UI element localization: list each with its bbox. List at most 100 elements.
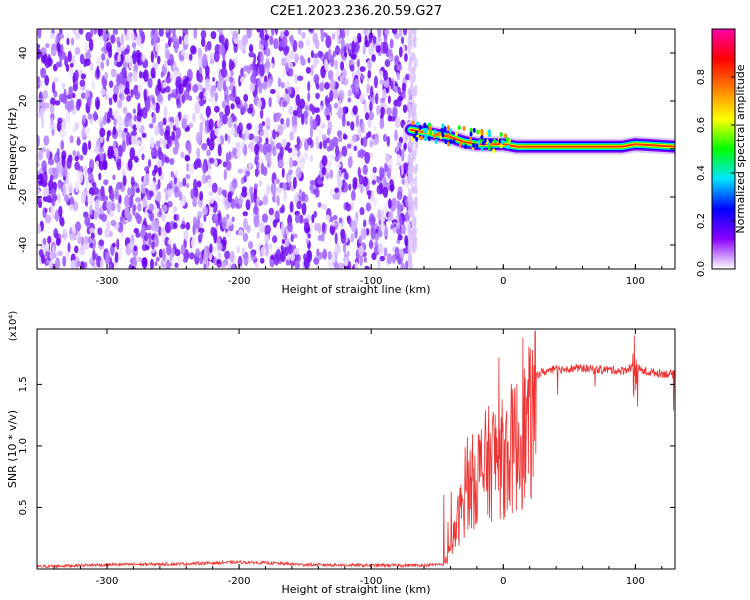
noise-cell [280, 250, 286, 263]
noise-cell [166, 261, 173, 268]
noise-cell [166, 29, 170, 33]
noise-cell [196, 215, 201, 227]
noise-cell [264, 224, 271, 234]
noise-cell [209, 157, 215, 164]
snr-y-tick-label: 1.5 [18, 376, 29, 392]
noise-cell [256, 196, 260, 205]
noise-cell [176, 254, 182, 263]
noise-cell [211, 182, 218, 194]
noise-cell [106, 130, 110, 139]
noise-cell [110, 202, 116, 212]
noise-cell [41, 160, 47, 172]
noise-cell [157, 178, 161, 190]
noise-cell [155, 140, 161, 148]
noise-cell [369, 239, 374, 250]
noise-edge-cell [411, 177, 415, 184]
noise-cell [43, 242, 50, 254]
noise-cell [83, 243, 90, 250]
snr-ticks: -300 -200 -100 0 100 0.5 1.0 1.5 [18, 329, 675, 587]
noise-cell [74, 245, 79, 254]
noise-cell [384, 29, 390, 36]
noise-cell [94, 199, 101, 209]
snr-series-line [37, 330, 675, 569]
noise-edge-cell [414, 186, 418, 195]
noise-cell [153, 219, 160, 233]
noise-cell [383, 33, 388, 42]
noise-cell [249, 82, 256, 93]
noise-cell [344, 266, 351, 269]
noise-cell [359, 66, 366, 72]
noise-cell [268, 214, 275, 223]
noise-edge-cell [407, 195, 411, 203]
noise-cell [224, 198, 229, 205]
noise-cell [169, 92, 176, 98]
noise-cell [37, 43, 41, 50]
noise-cell [169, 158, 175, 165]
noise-cell [267, 155, 272, 168]
noise-cell [157, 93, 163, 103]
noise-cell [54, 257, 61, 269]
noise-cell [201, 117, 206, 124]
signal-speckle [437, 131, 441, 137]
noise-cell [199, 113, 204, 120]
noise-cell [243, 174, 247, 183]
noise-cell [218, 44, 225, 56]
noise-edge-cell [410, 219, 414, 227]
spectrogram-x-tick-label: -300 [96, 276, 119, 287]
noise-cell [148, 190, 154, 198]
noise-cell [329, 89, 334, 102]
noise-cell [110, 219, 117, 227]
noise-cell [67, 50, 72, 63]
noise-cell [236, 149, 242, 159]
noise-cell [280, 81, 285, 89]
noise-cell [88, 173, 93, 181]
signal-speckle [446, 132, 450, 138]
noise-cell [112, 29, 119, 35]
noise-cell [74, 180, 80, 193]
noise-cell [190, 238, 196, 248]
noise-cell [369, 101, 373, 112]
noise-cell [380, 97, 386, 103]
noise-cell [230, 69, 234, 77]
noise-cell [236, 245, 241, 254]
noise-cell [260, 246, 266, 257]
noise-cell [365, 132, 369, 140]
noise-cell [363, 29, 369, 35]
signal-speckle [506, 144, 510, 150]
noise-cell [254, 143, 260, 155]
signal-speckle [416, 121, 420, 127]
noise-cell [153, 164, 159, 174]
noise-cell [258, 222, 265, 233]
noise-cell [226, 94, 230, 108]
noise-cell [69, 62, 74, 68]
colorbar: 0.0 0.2 0.4 0.6 0.8 Normalized spectral ampl… [696, 28, 747, 277]
noise-cell [97, 29, 104, 37]
noise-cell [127, 158, 133, 171]
noise-cell [164, 51, 170, 60]
noise-cell [346, 120, 351, 127]
noise-cell [49, 103, 55, 115]
noise-cell [284, 246, 289, 257]
noise-cell [50, 116, 54, 125]
noise-cell [122, 175, 127, 187]
noise-cell [396, 153, 401, 164]
signal-speckle [447, 141, 451, 147]
noise-cell [340, 29, 345, 34]
noise-cell [288, 105, 294, 116]
noise-cell [347, 97, 352, 103]
noise-cell [269, 242, 273, 250]
noise-cell [72, 72, 76, 84]
noise-cell [273, 38, 279, 50]
noise-cell [185, 173, 191, 180]
noise-cell [59, 52, 63, 63]
noise-cell [313, 58, 318, 69]
noise-cell [248, 133, 255, 141]
snr-x-tick-label: -300 [96, 576, 119, 587]
noise-cell [137, 202, 142, 212]
noise-cell [113, 109, 120, 120]
noise-cell [327, 250, 332, 261]
noise-cell [270, 29, 275, 36]
noise-edge-cell [410, 199, 414, 212]
signal-speckle [424, 133, 428, 139]
signal-speckle [476, 129, 480, 135]
